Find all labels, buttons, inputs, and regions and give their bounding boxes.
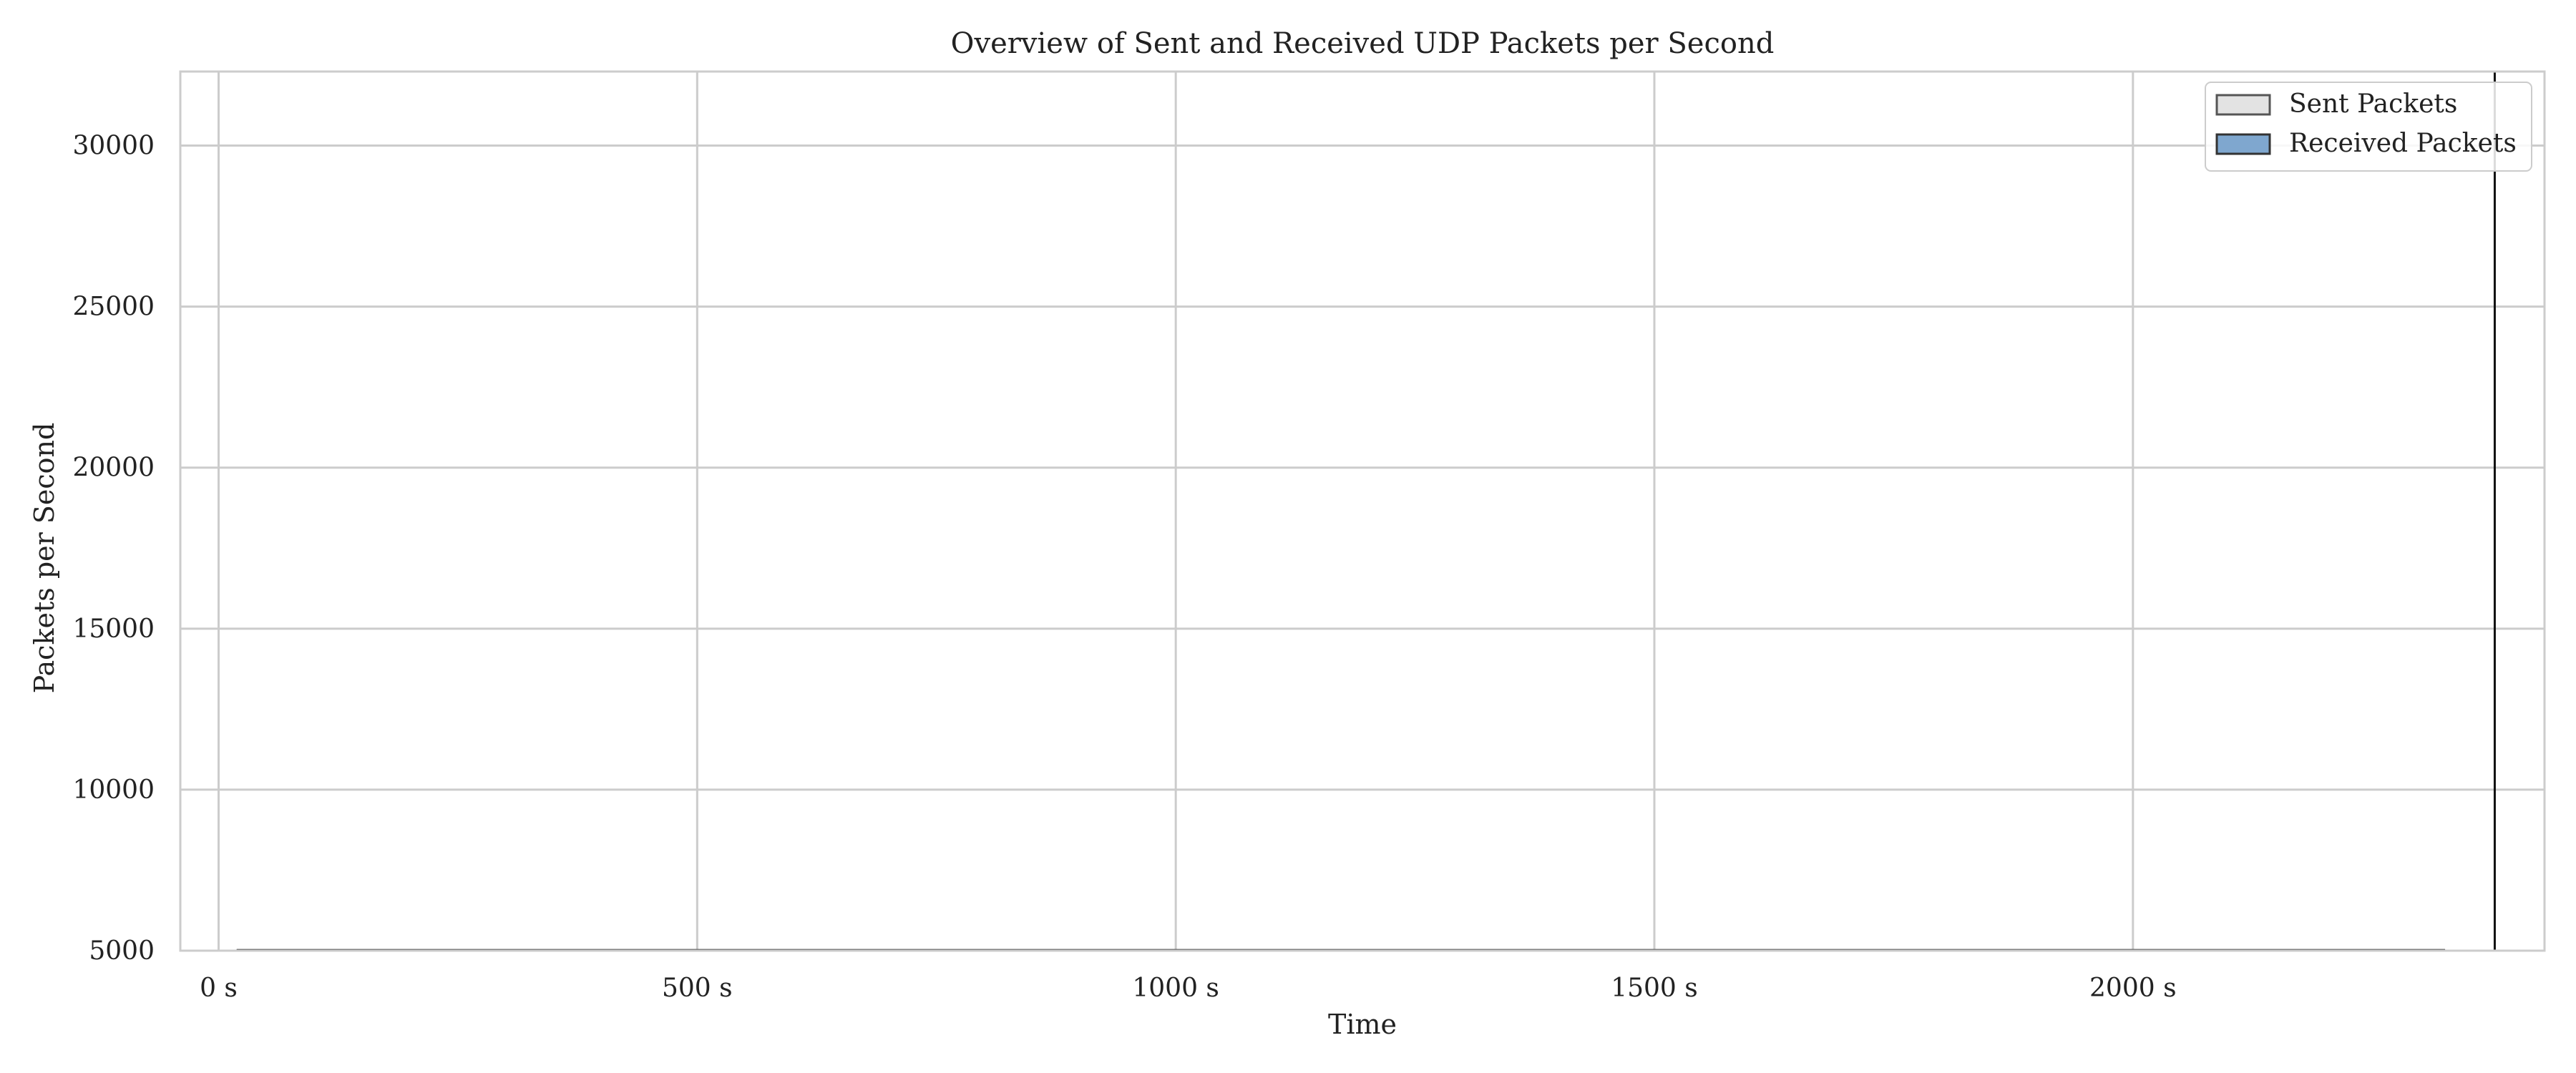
x-tick-label: 1000 s — [1132, 974, 1219, 1003]
x-axis-label: Time — [1328, 1009, 1397, 1040]
legend-label-1: Received Packets — [2289, 129, 2517, 158]
chart-title: Overview of Sent and Received UDP Packet… — [951, 27, 1775, 60]
y-tick-label: 5000 — [89, 936, 155, 966]
plot-frame — [179, 70, 2546, 952]
x-tick-label: 2000 s — [2089, 974, 2177, 1003]
legend: Sent Packets Received Packets — [2205, 82, 2532, 172]
x-tick-label: 1500 s — [1611, 974, 1698, 1003]
legend-box — [2205, 82, 2532, 172]
y-tick-label: 20000 — [72, 454, 155, 483]
y-axis-label: Packets per Second — [29, 423, 60, 694]
y-tick-label: 15000 — [72, 614, 155, 644]
x-tick-label: 500 s — [662, 974, 733, 1003]
legend-swatch-1 — [2215, 133, 2271, 155]
legend-swatch-0 — [2215, 94, 2271, 116]
y-tick-label: 30000 — [72, 132, 155, 161]
y-tick-label: 10000 — [72, 775, 155, 805]
tick-labels: 0 s 500 s 1000 s 1500 s 2000 s 5000 10000 15000… — [72, 132, 2176, 1003]
y-tick-label: 25000 — [72, 293, 155, 322]
x-tick-label: 0 s — [200, 974, 238, 1003]
legend-label-0: Sent Packets — [2289, 89, 2457, 119]
